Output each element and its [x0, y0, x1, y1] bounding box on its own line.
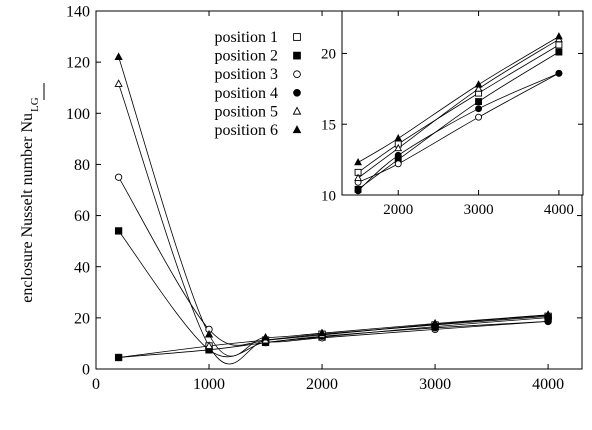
main-plot: 0 1000 2000 3000 4000 0 20 40 60 80 100 120 140 enclo… — [19, 4, 583, 393]
legend-marker-position-3 — [293, 70, 301, 79]
y-tick-label: 140 — [66, 4, 90, 21]
point-position-4 — [114, 353, 123, 362]
legend-marker-position-5 — [292, 106, 302, 115]
inset-point-position-6 — [394, 133, 403, 142]
line-position-4 — [118, 321, 549, 358]
legend-label-position-1: position 1 — [214, 29, 278, 46]
x-tick-label: 1000 — [193, 376, 225, 393]
inset-point-position-3 — [475, 113, 483, 121]
line-position-1 — [118, 315, 549, 358]
y-tick-label: 20 — [74, 310, 90, 327]
point-position-3 — [114, 173, 123, 181]
point-position-5 — [114, 79, 123, 87]
x-tick-label: 0 — [92, 376, 100, 393]
x-tick-label: 3000 — [419, 376, 451, 393]
y-tick-label: 100 — [66, 106, 90, 123]
x-tick-label: 4000 — [532, 376, 564, 393]
inset-y-tick-label: 10 — [321, 188, 336, 204]
inset-x-tick-label: 4000 — [544, 202, 574, 218]
y-tick-label: 120 — [66, 55, 90, 72]
inset-point-position-6 — [354, 158, 362, 166]
inset-point-position-4 — [555, 69, 563, 77]
inset-line-position-3 — [357, 72, 560, 183]
inset-point-position-6 — [474, 80, 483, 88]
point-position-6 — [430, 318, 440, 327]
inset-y-tick-label: 15 — [321, 117, 336, 133]
line-position-3 — [118, 176, 549, 346]
point-position-6 — [114, 52, 123, 61]
inset-x-tick-label: 3000 — [464, 202, 494, 218]
point-position-5 — [204, 341, 214, 349]
point-position-4 — [544, 317, 552, 326]
legend-marker-position-2 — [293, 51, 301, 60]
x-tick-label: 2000 — [306, 376, 338, 393]
legend-label-position-6: position 6 — [214, 122, 278, 139]
legend-label-position-2: position 2 — [214, 48, 278, 65]
inset-line-position-2 — [357, 51, 560, 190]
inset-point-position-5 — [474, 84, 483, 92]
inset-point-position-1 — [555, 41, 563, 49]
point-position-6 — [261, 332, 270, 341]
legend-label-position-3: position 3 — [214, 66, 278, 83]
point-position-6 — [204, 329, 214, 338]
inset-line-position-5 — [357, 38, 560, 179]
inset-x-tick-label: 2000 — [383, 202, 413, 218]
inset-point-position-4 — [354, 187, 362, 195]
inset-point-position-3 — [394, 160, 402, 168]
y-axis-title: enclosure Nusselt number NuLG — [19, 97, 41, 302]
line-position-5 — [118, 83, 549, 365]
line-position-2 — [118, 230, 549, 358]
point-position-2 — [114, 227, 123, 235]
inset-point-position-5 — [394, 143, 403, 152]
inset-point-position-6 — [554, 32, 563, 40]
point-position-6 — [317, 328, 327, 337]
inset-line-position-6 — [357, 36, 560, 163]
legend-marker-position-6 — [292, 125, 302, 134]
y-axis-title-text: enclosure Nusselt number Nu — [19, 113, 36, 303]
inset-line-position-1 — [357, 44, 560, 173]
y-tick-label: 80 — [74, 157, 90, 174]
y-tick-label: 60 — [74, 208, 90, 225]
y-tick-label: 40 — [74, 259, 90, 276]
legend-marker-position-4 — [293, 88, 301, 97]
inset-series-lines — [357, 36, 560, 192]
inset-plot: 2000 3000 4000 10 15 20 — [321, 10, 584, 218]
y-axis-title-subscript: LG — [29, 97, 41, 112]
legend-label-position-5: position 5 — [214, 103, 278, 120]
inset-point-position-5 — [354, 173, 362, 181]
inset-y-tick-label: 20 — [321, 47, 336, 63]
legend-marker-position-1 — [293, 33, 301, 41]
inset-point-position-4 — [475, 105, 483, 113]
series-lines — [118, 56, 549, 365]
inset-line-position-4 — [357, 72, 560, 192]
point-position-6 — [543, 310, 553, 318]
y-tick-label: 0 — [82, 362, 90, 379]
inset-point-position-2 — [475, 98, 483, 106]
inset-point-position-4 — [394, 151, 402, 159]
legend-label-position-4: position 4 — [214, 85, 278, 102]
inset-point-position-2 — [555, 48, 563, 56]
